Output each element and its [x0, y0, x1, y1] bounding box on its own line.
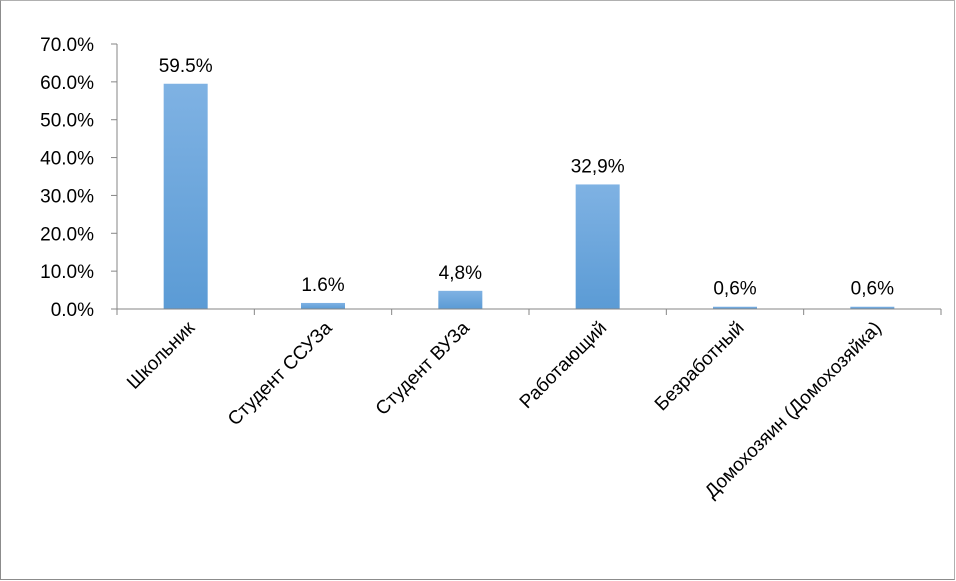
bar: [850, 306, 895, 309]
bar: [301, 302, 345, 309]
category-label: Школьник: [123, 317, 199, 393]
bar: [438, 290, 483, 309]
y-tick-label: 60.0%: [40, 73, 94, 94]
data-label: 0,6%: [713, 279, 756, 300]
y-tick-label: 30.0%: [40, 186, 94, 207]
bars: 59.5% 1.6% 4,8% 32,9% 0,6% 0,6%: [159, 56, 895, 309]
category-label: Безработный: [651, 318, 749, 416]
y-tick-label: 0.0%: [51, 300, 94, 321]
x-axis: Школьник Студент ССУЗа Студент ВУЗа Работаю…: [116, 308, 942, 502]
data-label: 32,9%: [571, 156, 625, 177]
data-label: 0,6%: [851, 279, 894, 300]
y-tick-label: 20.0%: [40, 224, 94, 245]
y-tick-label: 40.0%: [40, 149, 94, 170]
category-label: Работающий: [516, 318, 611, 413]
bar: [575, 184, 620, 309]
bar: [713, 306, 757, 309]
y-tick-label: 10.0%: [40, 262, 94, 283]
category-label: Студент ВУЗа: [372, 317, 474, 419]
data-label: 1.6%: [301, 275, 344, 296]
data-label: 4,8%: [439, 263, 482, 284]
y-tick-label: 50.0%: [40, 111, 94, 132]
bar: [163, 83, 208, 309]
y-tick-label: 70.0%: [40, 35, 94, 56]
data-label: 59.5%: [159, 56, 213, 77]
category-label: Студент ССУЗа: [224, 317, 337, 430]
y-axis: 0.0% 10.0% 20.0% 30.0% 40.0% 50.0% 60.0% 70.0%: [40, 35, 118, 321]
